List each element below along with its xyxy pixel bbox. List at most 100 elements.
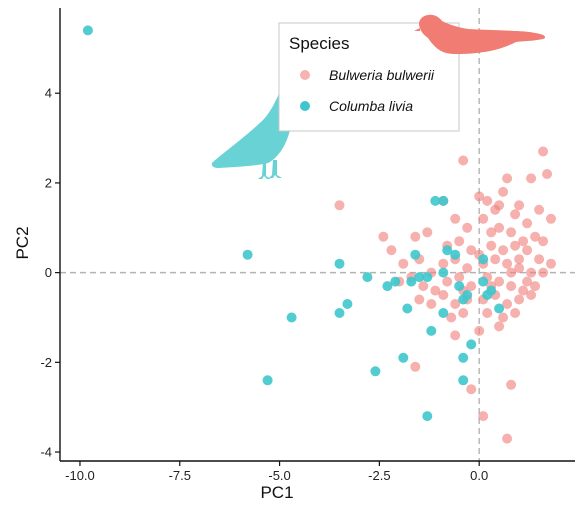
point-bulweria-bulwerii — [494, 222, 505, 233]
point-bulweria-bulwerii — [486, 240, 497, 251]
legend-key-bulweria — [300, 70, 310, 80]
point-bulweria-bulwerii — [410, 361, 421, 372]
point-bulweria-bulwerii — [438, 258, 449, 269]
point-bulweria-bulwerii — [478, 213, 489, 224]
point-bulweria-bulwerii — [522, 245, 533, 256]
point-columba-livia — [494, 303, 505, 314]
point-bulweria-bulwerii — [526, 267, 537, 278]
point-bulweria-bulwerii — [506, 281, 517, 292]
point-columba-livia — [362, 272, 373, 283]
point-columba-livia — [478, 254, 489, 265]
point-bulweria-bulwerii — [522, 218, 533, 229]
point-bulweria-bulwerii — [422, 227, 433, 238]
point-columba-livia — [426, 325, 437, 336]
point-bulweria-bulwerii — [458, 155, 469, 166]
point-bulweria-bulwerii — [466, 245, 477, 256]
x-tick-label: -5.0 — [268, 468, 290, 483]
point-bulweria-bulwerii — [398, 258, 409, 269]
point-bulweria-bulwerii — [430, 285, 441, 296]
point-columba-livia — [438, 267, 449, 278]
point-bulweria-bulwerii — [466, 384, 477, 395]
point-bulweria-bulwerii — [514, 200, 525, 211]
point-columba-livia — [334, 258, 345, 269]
point-bulweria-bulwerii — [386, 245, 397, 256]
point-bulweria-bulwerii — [450, 213, 461, 224]
y-axis-title: PC2 — [13, 226, 32, 259]
point-bulweria-bulwerii — [502, 173, 513, 184]
y-tick-label: -2 — [40, 355, 52, 370]
ticks-layer: -10.0 -7.5 -5.0 -2.5 0.0 -4 -2 0 2 4 — [40, 86, 488, 483]
point-bulweria-bulwerii — [454, 272, 465, 283]
point-bulweria-bulwerii — [438, 290, 449, 300]
x-axis-title: PC1 — [260, 483, 293, 502]
point-bulweria-bulwerii — [442, 276, 453, 287]
point-bulweria-bulwerii — [482, 195, 493, 206]
point-bulweria-bulwerii — [542, 169, 553, 179]
point-columba-livia — [458, 352, 469, 363]
point-bulweria-bulwerii — [502, 433, 513, 444]
point-bulweria-bulwerii — [458, 308, 469, 318]
legend-title: Species — [289, 34, 349, 53]
point-bulweria-bulwerii — [466, 281, 477, 292]
point-bulweria-bulwerii — [530, 281, 541, 292]
point-columba-livia — [402, 303, 413, 314]
y-tick-label: 2 — [45, 175, 52, 190]
point-bulweria-bulwerii — [450, 330, 461, 341]
point-bulweria-bulwerii — [526, 290, 537, 300]
point-bulweria-bulwerii — [530, 231, 541, 242]
point-columba-livia — [406, 276, 417, 287]
points-layer — [82, 25, 556, 444]
point-bulweria-bulwerii — [462, 263, 473, 274]
legend-label-columba: Columba livia — [329, 98, 413, 114]
point-bulweria-bulwerii — [494, 200, 505, 211]
point-bulweria-bulwerii — [506, 267, 517, 278]
point-columba-livia — [390, 276, 401, 287]
point-bulweria-bulwerii — [518, 236, 529, 247]
point-bulweria-bulwerii — [446, 312, 457, 323]
point-columba-livia — [370, 366, 381, 377]
point-columba-livia — [454, 281, 465, 292]
point-columba-livia — [82, 25, 93, 36]
y-tick-label: 4 — [45, 86, 52, 101]
legend-label-bulweria: Bulweria bulwerii — [329, 67, 435, 83]
point-columba-livia — [410, 249, 421, 260]
point-bulweria-bulwerii — [538, 236, 549, 247]
point-bulweria-bulwerii — [486, 227, 497, 238]
y-tick-label: -4 — [40, 445, 52, 460]
point-bulweria-bulwerii — [510, 209, 521, 220]
point-bulweria-bulwerii — [510, 240, 521, 251]
point-bulweria-bulwerii — [378, 231, 389, 242]
point-columba-livia — [242, 249, 253, 260]
point-columba-livia — [334, 308, 345, 318]
point-columba-livia — [450, 249, 461, 260]
point-columba-livia — [422, 411, 433, 422]
point-bulweria-bulwerii — [462, 222, 473, 233]
point-columba-livia — [462, 290, 473, 300]
x-tick-label: -10.0 — [65, 468, 95, 483]
x-tick-label: 0.0 — [470, 468, 488, 483]
point-columba-livia — [286, 312, 297, 323]
point-bulweria-bulwerii — [410, 231, 421, 242]
point-columba-livia — [430, 195, 441, 206]
point-columba-livia — [398, 352, 409, 363]
point-bulweria-bulwerii — [538, 146, 549, 157]
point-bulweria-bulwerii — [450, 299, 461, 309]
point-columba-livia — [342, 299, 353, 309]
point-bulweria-bulwerii — [514, 263, 525, 274]
point-bulweria-bulwerii — [518, 285, 529, 296]
point-columba-livia — [478, 276, 489, 287]
point-columba-livia — [414, 272, 425, 283]
point-bulweria-bulwerii — [478, 411, 489, 422]
point-bulweria-bulwerii — [414, 294, 425, 305]
x-tick-label: -7.5 — [169, 468, 191, 483]
point-bulweria-bulwerii — [498, 186, 509, 197]
legend: Species Bulweria bulwerii Columba livia — [278, 22, 460, 132]
point-bulweria-bulwerii — [474, 325, 485, 336]
point-columba-livia — [262, 375, 273, 386]
point-bulweria-bulwerii — [534, 204, 545, 215]
y-tick-label: 0 — [45, 265, 52, 280]
point-bulweria-bulwerii — [546, 213, 556, 224]
legend-key-columba — [300, 101, 310, 111]
point-bulweria-bulwerii — [534, 254, 545, 265]
